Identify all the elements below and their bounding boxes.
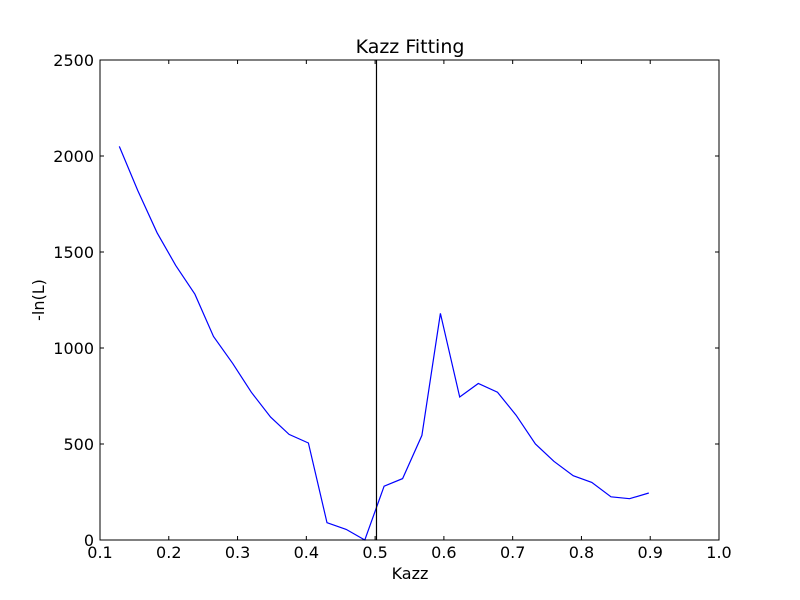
x-tick-label: 0.7 bbox=[500, 543, 525, 562]
plot-area bbox=[118, 60, 649, 541]
y-tick-label: 1500 bbox=[53, 243, 94, 262]
y-tick-label: 1000 bbox=[53, 339, 94, 358]
plot-frame bbox=[99, 59, 720, 541]
y-axis-label: -ln(L) bbox=[29, 279, 48, 321]
x-tick-label: 0.5 bbox=[362, 543, 387, 562]
series-line-0 bbox=[118, 146, 649, 541]
x-tick-label: 0.8 bbox=[569, 543, 594, 562]
x-tick-label: 0.4 bbox=[294, 543, 319, 562]
y-tick-label: 500 bbox=[63, 435, 94, 454]
y-tick-label: 0 bbox=[84, 531, 94, 550]
x-tick-label: 0.9 bbox=[637, 543, 662, 562]
x-axis-label: Kazz bbox=[392, 564, 429, 583]
x-tick-label: 0.3 bbox=[225, 543, 250, 562]
axis-ticks: 0.1 0.2 0.3 0.4 0.5 0.6 0.7 0.8 0.9 1.0 0 500 1000 15… bbox=[53, 51, 731, 562]
y-tick-label: 2000 bbox=[53, 147, 94, 166]
x-tick-label: 0.1 bbox=[87, 543, 112, 562]
x-tick-label: 1.0 bbox=[706, 543, 731, 562]
x-tick-label: 0.6 bbox=[431, 543, 456, 562]
x-tick-label: 0.2 bbox=[156, 543, 181, 562]
chart-title: Kazz Fitting bbox=[356, 36, 465, 58]
y-tick-label: 2500 bbox=[53, 51, 94, 70]
